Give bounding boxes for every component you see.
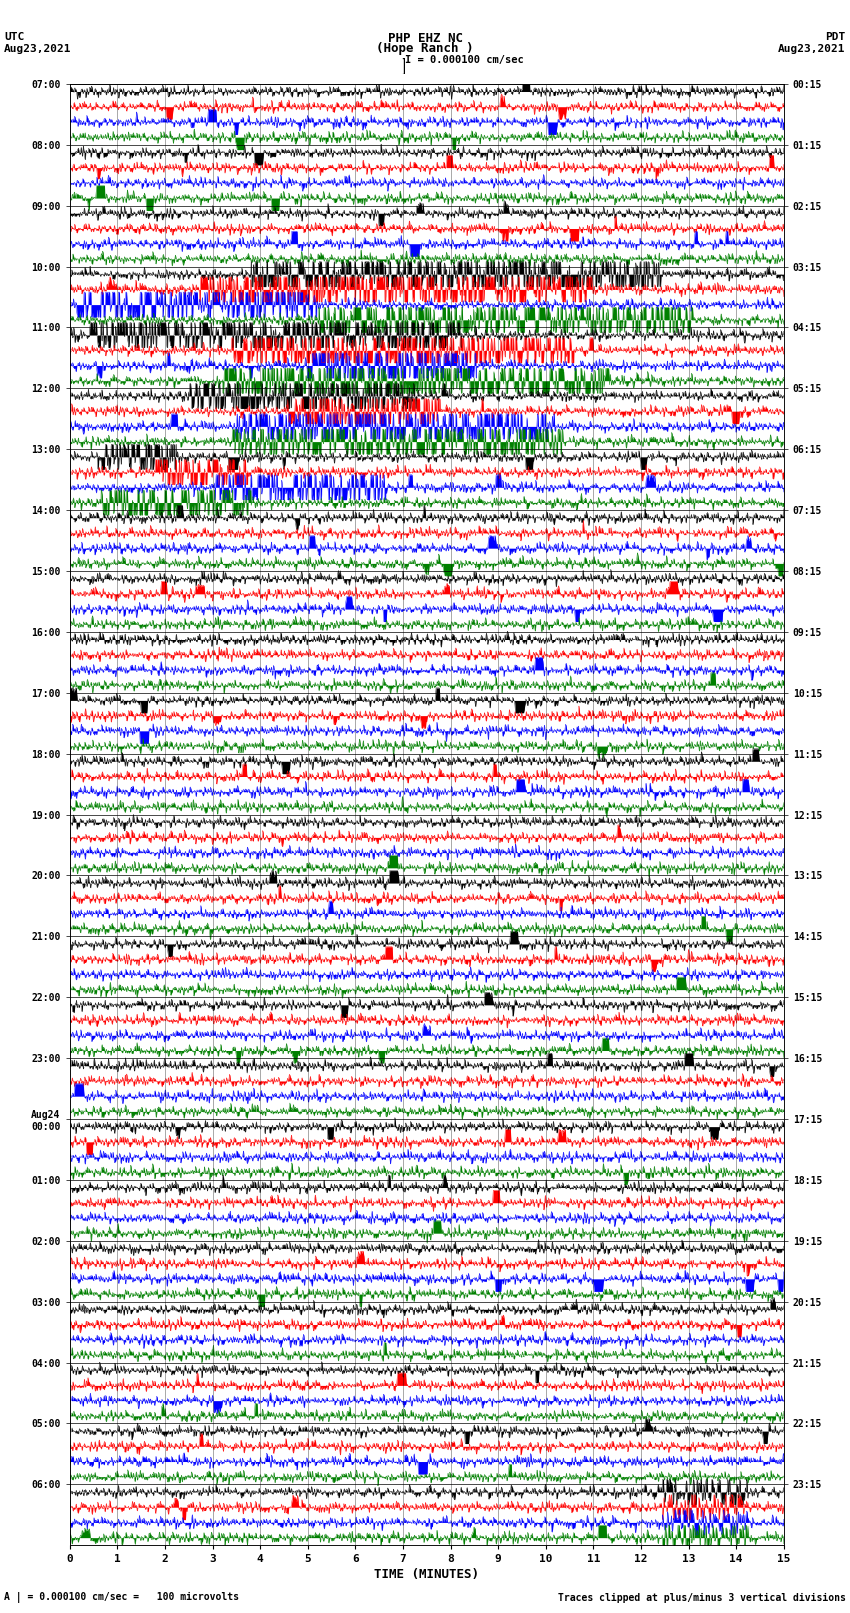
Text: I = 0.000100 cm/sec: I = 0.000100 cm/sec	[405, 55, 524, 65]
Text: PDT: PDT	[825, 32, 846, 42]
Text: Aug23,2021: Aug23,2021	[4, 44, 71, 53]
Text: PHP EHZ NC: PHP EHZ NC	[388, 32, 462, 45]
Text: Traces clipped at plus/minus 3 vertical divisions: Traces clipped at plus/minus 3 vertical …	[558, 1594, 846, 1603]
Text: UTC: UTC	[4, 32, 25, 42]
Text: A | = 0.000100 cm/sec =   100 microvolts: A | = 0.000100 cm/sec = 100 microvolts	[4, 1592, 239, 1603]
X-axis label: TIME (MINUTES): TIME (MINUTES)	[374, 1568, 479, 1581]
Text: Aug23,2021: Aug23,2021	[779, 44, 846, 53]
Text: (Hope Ranch ): (Hope Ranch )	[377, 42, 473, 55]
